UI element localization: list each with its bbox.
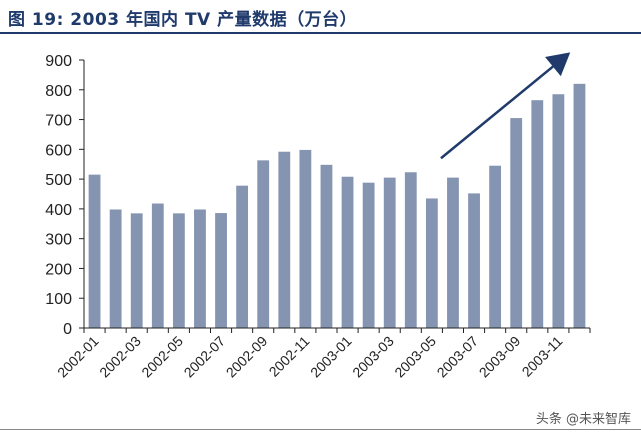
bar-2002-03 bbox=[130, 213, 143, 328]
bar-2003-01 bbox=[341, 176, 354, 328]
bar-2002-10 bbox=[278, 151, 291, 328]
x-tick-label: 2002-05 bbox=[138, 333, 186, 381]
bar-2003-07 bbox=[468, 193, 480, 328]
y-tick-label: 400 bbox=[45, 202, 72, 219]
x-tick-label: 2003-05 bbox=[391, 333, 439, 381]
bar-2002-05 bbox=[172, 213, 185, 328]
x-tick-label: 2003-01 bbox=[307, 333, 355, 381]
bar-2003-04 bbox=[404, 172, 417, 328]
x-tick-label: 2002-11 bbox=[266, 333, 313, 380]
x-tick-label: 2003-03 bbox=[349, 333, 397, 381]
bar-2002-07 bbox=[215, 213, 227, 328]
bar-2003-10 bbox=[531, 100, 544, 328]
y-tick-label: 700 bbox=[45, 113, 72, 130]
x-tick-label: 2002-07 bbox=[181, 333, 229, 381]
y-tick-label: 900 bbox=[45, 53, 72, 70]
bar-2003-02 bbox=[362, 182, 375, 328]
x-axis-ticks: 2002-012002-032002-052002-072002-092002-… bbox=[54, 328, 591, 381]
figure-title: 图 19: 2003 年国内 TV 产量数据（万台） bbox=[8, 5, 357, 30]
x-tick-label: 2003-09 bbox=[476, 333, 524, 381]
bottom-rule bbox=[0, 429, 641, 430]
watermark: 头条 @未来智库 bbox=[535, 412, 631, 427]
bar-series bbox=[88, 83, 586, 329]
bar-2002-06 bbox=[194, 209, 206, 328]
bar-2002-01 bbox=[88, 174, 101, 328]
bar-2003-12 bbox=[573, 83, 586, 328]
bar-2003-06 bbox=[447, 177, 459, 328]
trend-arrow bbox=[440, 52, 571, 160]
y-tick-label: 800 bbox=[45, 83, 72, 100]
bar-2002-02 bbox=[109, 209, 122, 328]
x-tick-label: 2002-01 bbox=[54, 333, 102, 381]
title-rule bbox=[0, 32, 641, 34]
bar-2003-11 bbox=[552, 94, 565, 329]
bar-2003-08 bbox=[489, 165, 502, 328]
x-tick-label: 2002-09 bbox=[223, 333, 271, 381]
y-tick-label: 100 bbox=[45, 291, 72, 308]
y-axis-ticks: 0 100 200 300 400 500 600 700 800 900 bbox=[45, 53, 84, 338]
x-tick-label: 2002-03 bbox=[96, 333, 144, 381]
y-tick-label: 300 bbox=[45, 232, 72, 249]
x-tick-label: 2003-07 bbox=[434, 333, 482, 381]
bar-2003-05 bbox=[425, 198, 438, 328]
annotations bbox=[440, 52, 571, 160]
figure-label: 图 19: bbox=[8, 10, 64, 30]
y-tick-label: 600 bbox=[45, 142, 72, 159]
y-tick-label: 0 bbox=[63, 321, 72, 338]
bar-2003-09 bbox=[510, 118, 523, 328]
y-tick-label: 200 bbox=[45, 261, 72, 278]
bar-2002-04 bbox=[151, 203, 164, 328]
bar-2003-03 bbox=[383, 177, 396, 328]
x-tick-label: 2003-11 bbox=[519, 333, 566, 380]
bar-2002-11 bbox=[299, 149, 312, 328]
y-tick-label: 500 bbox=[45, 172, 72, 189]
bar-2002-09 bbox=[257, 160, 270, 328]
figure-title-text: 2003 年国内 TV 产量数据（万台） bbox=[70, 10, 358, 30]
bar-2002-08 bbox=[236, 185, 249, 328]
bar-2002-12 bbox=[320, 164, 333, 328]
